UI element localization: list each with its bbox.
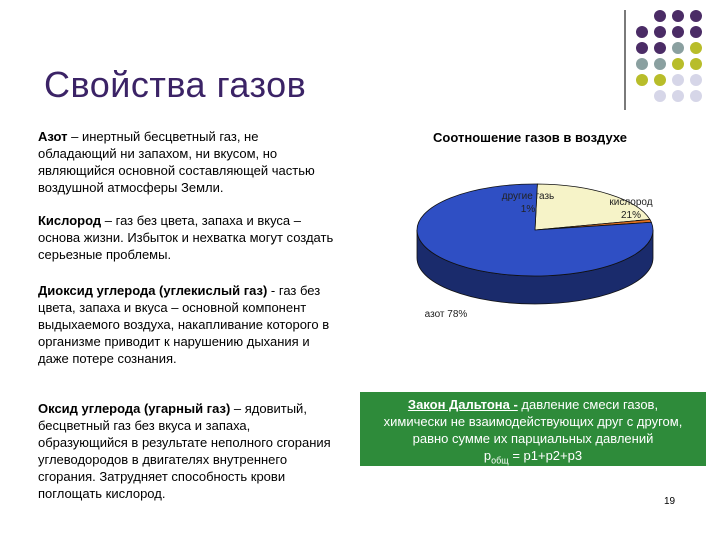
formula-rest: = p1+p2+p3: [508, 448, 583, 463]
paragraph-oxid: Оксид углерода (угарный газ) – ядовитый,…: [38, 400, 338, 502]
term-oxid: Оксид углерода (угарный газ): [38, 401, 231, 416]
decor-dot: [690, 42, 702, 54]
decor-dot: [672, 10, 684, 22]
decor-dot: [672, 26, 684, 38]
label-other-pct: 1%: [520, 204, 536, 215]
decor-dot-grid: [636, 10, 716, 122]
text-azot: – инертный бесцветный газ, не обладающий…: [38, 129, 315, 195]
page-title: Свойства газов: [44, 64, 307, 105]
decor-dot: [672, 42, 684, 54]
pie-chart: другие газь 1% кислород 21% азот 78%: [400, 160, 680, 330]
pie-chart-svg: [416, 183, 654, 305]
decor-dot: [672, 74, 684, 86]
chart-title: Соотношение газов в воздухе: [433, 130, 627, 145]
decor-dot: [636, 42, 648, 54]
decor-dot: [690, 74, 702, 86]
pie-slice-кислород: [534, 183, 651, 231]
decor-dot: [636, 74, 648, 86]
label-oxygen: кислород 21%: [600, 196, 662, 222]
law-line2: химически не взаимодействующих друг с др…: [383, 414, 683, 429]
decor-divider-line: [624, 10, 626, 110]
decor-dot: [636, 58, 648, 70]
decor-dot: [636, 26, 648, 38]
decor-dot: [690, 10, 702, 22]
law-line1: давление смеси газов,: [517, 397, 659, 412]
decor-dot: [654, 42, 666, 54]
decor-dot: [672, 90, 684, 102]
label-other-name: другие газь: [501, 191, 555, 202]
page-number: 19: [664, 496, 676, 507]
decor-dot: [690, 26, 702, 38]
decor-dot: [690, 90, 702, 102]
law-line3: равно сумме их парциальных давлений: [412, 431, 654, 446]
decor-dot: [654, 26, 666, 38]
formula-sub: общ: [491, 455, 509, 466]
decor-dot: [654, 90, 666, 102]
decor-dot: [672, 58, 684, 70]
label-oxygen-name: кислород: [609, 197, 653, 208]
pie-slice-азот: [416, 183, 654, 277]
text-oxid: – ядовитый, бесцветный газ без вкуса и з…: [38, 401, 331, 501]
term-dioxid: Диоксид углерода (углекислый газ): [38, 283, 268, 298]
paragraph-azot: Азот – инертный бесцветный газ, не облад…: [38, 128, 338, 196]
text-kislorod: – газ без цвета, запаха и вкуса – основа…: [38, 213, 334, 262]
law-term: Закон Дальтона -: [407, 397, 518, 412]
label-other-gases: другие газь 1%: [490, 190, 566, 216]
label-nitrogen: азот 78%: [424, 309, 468, 320]
decor-dot: [690, 58, 702, 70]
formula-p: p: [483, 448, 492, 463]
term-kislorod: Кислород: [38, 213, 102, 228]
paragraph-kislorod: Кислород – газ без цвета, запаха и вкуса…: [38, 212, 338, 263]
paragraph-dioxid: Диоксид углерода (углекислый газ) - газ …: [38, 282, 338, 367]
decor-dot: [654, 58, 666, 70]
dalton-law-box: Закон Дальтона - давление смеси газов, х…: [360, 392, 706, 466]
decor-dot: [654, 10, 666, 22]
term-azot: Азот: [38, 129, 68, 144]
text-dioxid: - газ без цвета, запаха и вкуса – основн…: [38, 283, 330, 366]
decor-dot: [654, 74, 666, 86]
law-formula: pобщ = p1+p2+p3: [360, 447, 706, 470]
label-oxygen-pct: 21%: [620, 210, 641, 221]
